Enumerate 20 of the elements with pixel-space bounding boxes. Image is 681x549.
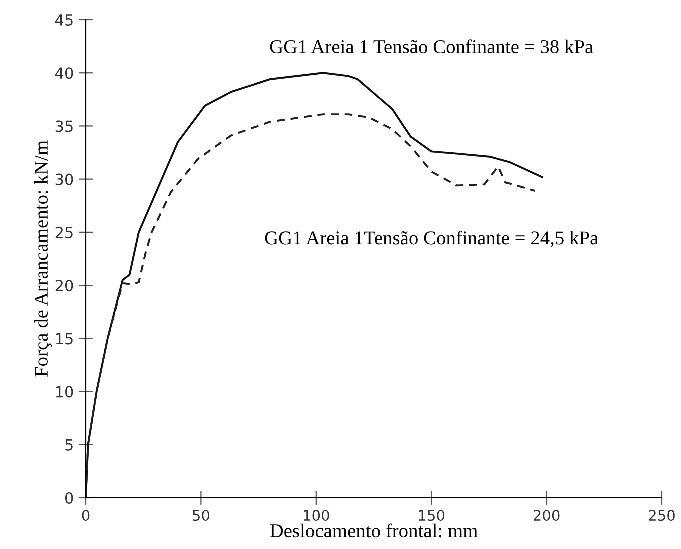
y-tick-label: 45 (56, 14, 73, 26)
x-tick-label: 200 (534, 510, 560, 522)
x-tick-label: 150 (419, 510, 445, 522)
annotation: GG1 Areia 1Tensão Confinante = 24,5 kPa (265, 230, 598, 248)
y-tick-label: 35 (56, 120, 73, 132)
x-tick-label: 0 (82, 510, 90, 522)
y-tick-label: 0 (65, 492, 74, 504)
y-tick-label: 10 (56, 386, 74, 398)
y-tick-label: 15 (56, 333, 73, 345)
x-tick-label: 250 (649, 510, 675, 522)
y-axis-title: Força de Arrancamento: kN/m (34, 140, 52, 377)
annotation: GG1 Areia 1 Tensão Confinante = 38 kPa (270, 40, 594, 54)
y-tick-label: 25 (56, 226, 73, 238)
x-tick-label: 50 (193, 510, 210, 522)
y-tick-label: 5 (66, 440, 73, 451)
x-tick-label: 100 (304, 510, 330, 522)
y-tick-label: 40 (56, 68, 74, 80)
y-tick-label: 30 (56, 174, 74, 186)
x-axis-title: Deslocamento frontal: mm (270, 524, 478, 538)
y-tick-label: 20 (56, 280, 74, 292)
